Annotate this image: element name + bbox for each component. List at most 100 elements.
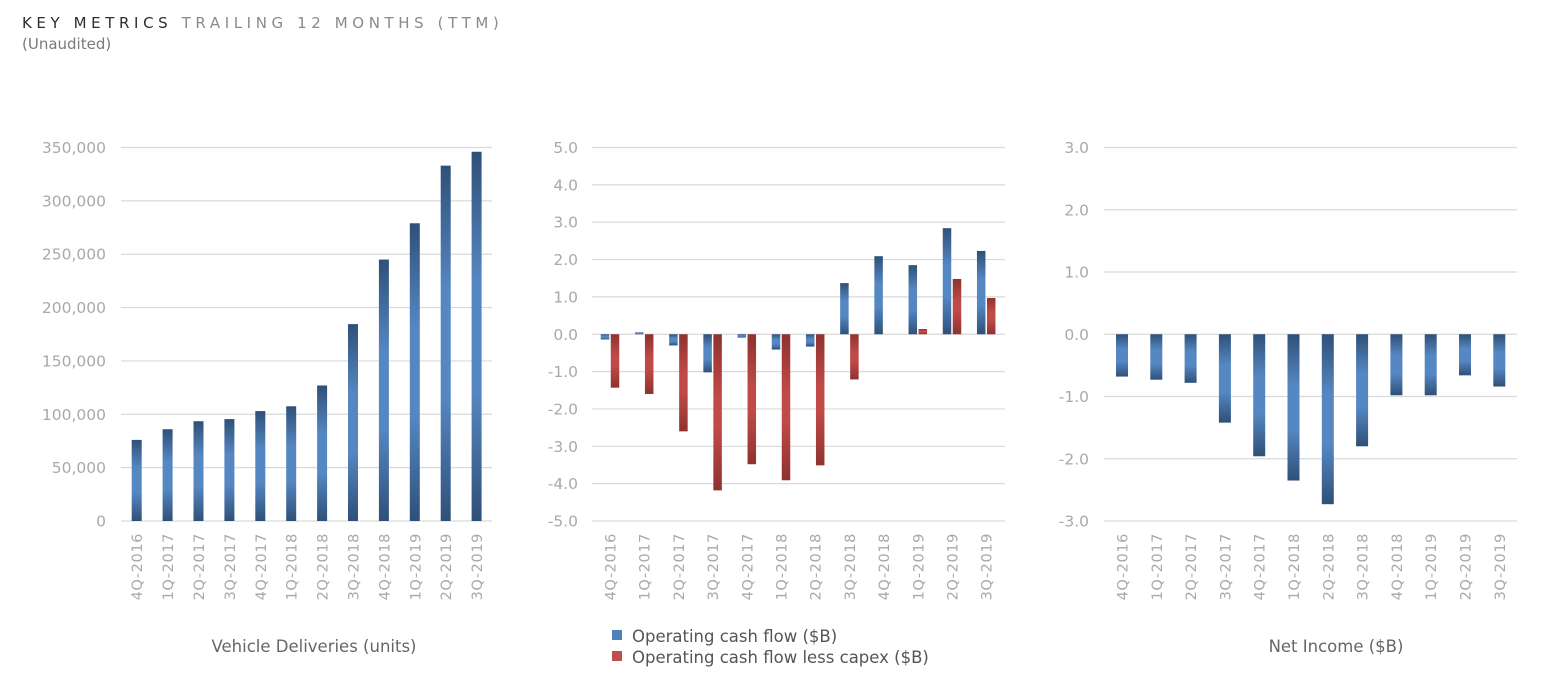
x-tick-label: 2Q-2017: [672, 533, 688, 600]
bar-operating-cash-flow-b-4q-2017: [737, 334, 747, 338]
y-tick-label: 350,000: [42, 139, 106, 157]
x-tick-label: 2Q-2017: [192, 533, 208, 600]
y-tick-label: 1.0: [1064, 264, 1089, 282]
x-tick-label: 3Q-2019: [470, 533, 486, 600]
page-header: KEY METRICS TRAILING 12 MONTHS (TTM) (Un…: [22, 14, 503, 54]
y-axis: 5.0 4.0 3.0 2.0 1.0 0.0 -1.0 -2.0 -3.0 -4.0 -5.0: [548, 139, 578, 531]
x-tick-label: 4Q-2016: [604, 533, 620, 600]
x-tick-label: 4Q-2017: [740, 533, 756, 600]
bar-operating-cash-flow-b-3q-2019: [976, 250, 986, 335]
bar-operating-cash-flow-less-capex-b-1q-2019: [918, 329, 928, 335]
chart-vehicle-deliveries: 0 50,000 100,000 150,000 200,000 250,000 300,0…: [42, 139, 492, 656]
bar-operating-cash-flow-b-1q-2017: [634, 332, 644, 335]
legend-item-cash-flow-less-capex: Operating cash flow less capex ($B): [612, 648, 929, 667]
y-tick-label: 150,000: [42, 352, 106, 370]
y-tick-label: 3.0: [1064, 139, 1089, 157]
y-tick-label: 0.0: [553, 326, 578, 344]
y-tick-label: -2.0: [548, 400, 578, 418]
x-tick-label: 4Q-2018: [377, 533, 393, 600]
bar-vehicle-deliveries-units-2q-2018: [317, 385, 328, 521]
x-tick-label: 2Q-2017: [1184, 533, 1200, 600]
bar-operating-cash-flow-b-4q-2016: [600, 334, 610, 340]
x-tick-label: 3Q-2017: [223, 533, 239, 600]
bar-operating-cash-flow-less-capex-b-1q-2017: [644, 334, 654, 395]
y-tick-label: -3.0: [1059, 513, 1089, 531]
bar-operating-cash-flow-less-capex-b-3q-2017: [713, 334, 722, 491]
y-tick-label: -1.0: [1059, 388, 1089, 406]
x-tick-label: 2Q-2018: [1321, 533, 1337, 600]
bar-net-income-b-2q-2019: [1459, 334, 1471, 376]
bars: [131, 151, 482, 522]
x-tick-label: 4Q-2018: [1390, 533, 1406, 600]
bar-vehicle-deliveries-units-4q-2016: [131, 439, 142, 521]
bar-operating-cash-flow-b-4q-2018: [874, 256, 883, 335]
x-axis: 4Q-2016 1Q-2017 2Q-2017 3Q-2017 4Q-2017 1Q-20…: [130, 533, 486, 600]
bar-net-income-b-1q-2019: [1424, 334, 1437, 396]
x-tick-label: 2Q-2018: [809, 533, 825, 600]
x-tick-label: 1Q-2017: [161, 533, 177, 600]
gridlines: [592, 146, 1005, 522]
bar-vehicle-deliveries-units-1q-2018: [286, 406, 297, 521]
bar-operating-cash-flow-b-2q-2018: [805, 334, 815, 347]
y-tick-label: 3.0: [553, 214, 578, 232]
bar-operating-cash-flow-b-3q-2018: [840, 283, 849, 335]
legend: Operating cash flow ($B) Operating cash …: [612, 627, 929, 667]
y-tick-label: 0: [96, 513, 106, 531]
bar-vehicle-deliveries-units-4q-2018: [378, 259, 389, 521]
x-tick-label: 3Q-2018: [1356, 533, 1372, 600]
x-tick-label: 1Q-2018: [775, 533, 791, 600]
bar-net-income-b-3q-2018: [1356, 334, 1369, 447]
bar-net-income-b-1q-2017: [1150, 334, 1163, 380]
bar-net-income-b-3q-2019: [1493, 334, 1506, 387]
bar-vehicle-deliveries-units-1q-2017: [162, 429, 173, 521]
x-tick-label: 4Q-2016: [1116, 533, 1132, 600]
y-tick-label: 200,000: [42, 299, 106, 317]
x-tick-label: 2Q-2019: [439, 533, 455, 600]
y-axis: 3.0 2.0 1.0 0.0 -1.0 -2.0 -3.0: [1059, 139, 1089, 531]
x-tick-label: 2Q-2019: [946, 533, 962, 600]
x-tick-label: 3Q-2018: [347, 533, 363, 600]
gridlines: [1104, 146, 1517, 522]
x-tick-label: 4Q-2017: [254, 533, 270, 600]
bar-net-income-b-2q-2017: [1184, 334, 1197, 383]
bar-vehicle-deliveries-units-1q-2019: [409, 223, 420, 521]
x-tick-label: 2Q-2019: [1459, 533, 1475, 600]
bar-operating-cash-flow-less-capex-b-1q-2018: [781, 334, 791, 481]
x-tick-label: 1Q-2019: [408, 533, 424, 600]
chart-net-income: 3.0 2.0 1.0 0.0 -1.0 -2.0 -3.0 4Q-2016 1Q-2017 2…: [1059, 139, 1517, 656]
bar-operating-cash-flow-less-capex-b-4q-2017: [747, 334, 757, 465]
bar-operating-cash-flow-less-capex-b-2q-2017: [679, 334, 688, 432]
x-tick-label: 3Q-2017: [1218, 533, 1234, 600]
chart-title: Vehicle Deliveries (units): [212, 637, 417, 656]
chart-operating-cash-flow: 5.0 4.0 3.0 2.0 1.0 0.0 -1.0 -2.0 -3.0 -4.0 -5.0 4…: [548, 139, 1005, 667]
legend-swatch-blue: [612, 630, 622, 640]
bar-operating-cash-flow-b-3q-2017: [703, 334, 712, 373]
y-tick-label: -3.0: [548, 438, 578, 456]
page-title: KEY METRICS TRAILING 12 MONTHS (TTM): [22, 14, 503, 32]
bar-operating-cash-flow-less-capex-b-4q-2016: [610, 334, 620, 388]
x-axis: 4Q-2016 1Q-2017 2Q-2017 3Q-2017 4Q-2017 1Q-20…: [1116, 533, 1509, 600]
x-tick-label: 1Q-2019: [1424, 533, 1440, 600]
title-key-metrics: KEY METRICS: [22, 14, 173, 32]
y-tick-label: 300,000: [42, 192, 106, 210]
y-axis: 0 50,000 100,000 150,000 200,000 250,000 300,0…: [42, 139, 106, 531]
y-tick-label: 2.0: [1064, 201, 1089, 219]
bars: [600, 228, 996, 491]
bar-operating-cash-flow-less-capex-b-2q-2018: [815, 334, 825, 466]
y-tick-label: 100,000: [42, 406, 106, 424]
y-tick-label: -5.0: [548, 513, 578, 531]
bar-operating-cash-flow-b-1q-2018: [771, 334, 781, 350]
y-tick-label: 1.0: [553, 288, 578, 306]
bar-net-income-b-4q-2018: [1390, 334, 1403, 396]
bar-net-income-b-4q-2016: [1116, 334, 1128, 377]
chart-title: Net Income ($B): [1269, 637, 1404, 656]
y-tick-label: 50,000: [52, 459, 106, 477]
x-tick-label: 1Q-2017: [638, 533, 654, 600]
x-tick-label: 1Q-2019: [911, 533, 927, 600]
y-tick-label: -1.0: [548, 363, 578, 381]
x-tick-label: 1Q-2017: [1150, 533, 1166, 600]
bar-net-income-b-1q-2018: [1287, 334, 1300, 481]
y-tick-label: -4.0: [548, 475, 578, 493]
page-subtitle: (Unaudited): [22, 35, 112, 53]
